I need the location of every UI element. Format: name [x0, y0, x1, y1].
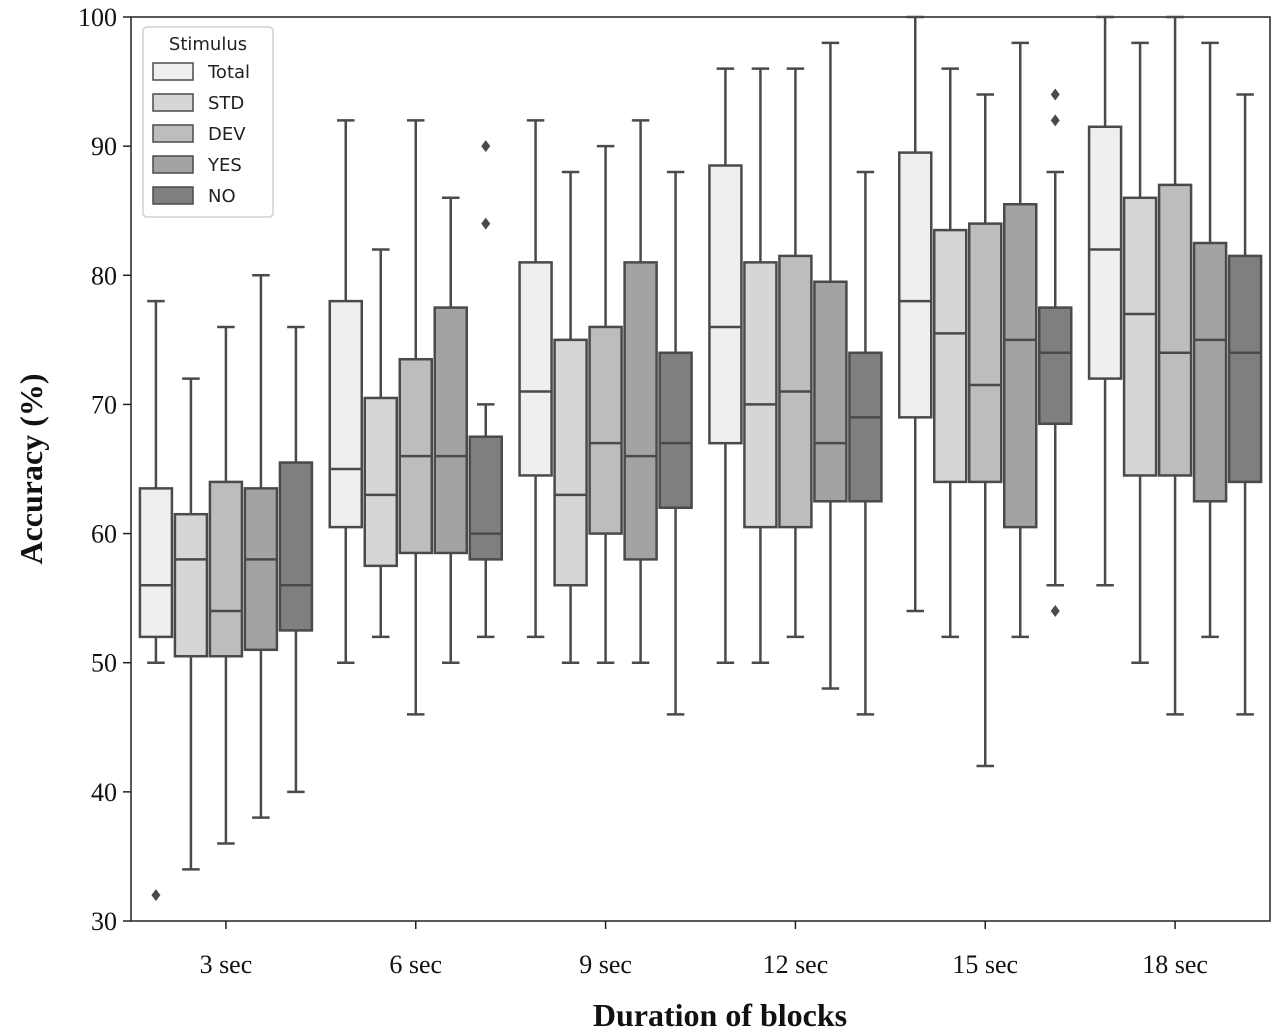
box-iqr [658, 351, 693, 509]
box-dev-6 [1157, 15, 1193, 716]
legend: Stimulus Total STD DEV YES NO [142, 26, 274, 218]
y-tick-label: 90 [91, 132, 117, 161]
box-iqr [1122, 196, 1158, 477]
legend-label: YES [207, 155, 242, 176]
box-iqr [933, 228, 968, 484]
box-no-2 [468, 140, 503, 639]
y-tick-label: 60 [91, 520, 117, 549]
box-yes-1 [243, 274, 279, 819]
box-no-3 [658, 170, 693, 716]
legend-label: DEV [208, 124, 246, 145]
legend-label: NO [208, 186, 236, 207]
box-iqr [1087, 125, 1123, 380]
x-axis: 3 sec 6 sec 9 sec 12 sec 15 sec 18 sec [200, 921, 1208, 979]
box-yes-4 [813, 41, 848, 690]
y-axis-title: Accuracy (%) [13, 373, 49, 564]
box-iqr [968, 222, 1003, 484]
y-tick-label: 40 [91, 778, 117, 807]
box-iqr [208, 480, 244, 658]
box-iqr [708, 164, 743, 445]
box-total-3 [518, 119, 553, 639]
legend-swatch [152, 186, 194, 205]
box-no-5 [1038, 88, 1073, 618]
box-std-1 [173, 377, 209, 871]
box-no-6 [1227, 93, 1263, 716]
box-iqr [433, 306, 468, 555]
x-tick-label: 15 sec [952, 950, 1018, 979]
box-iqr [623, 261, 658, 561]
box-std-3 [553, 170, 588, 664]
box-iqr [243, 487, 279, 652]
y-tick-label: 50 [91, 649, 117, 678]
box-iqr [173, 512, 209, 658]
box-yes-6 [1192, 41, 1228, 639]
box-no-1 [278, 325, 314, 794]
legend-label: Total [207, 62, 250, 83]
legend-swatch [152, 62, 194, 81]
box-dev-2 [398, 119, 433, 716]
legend-swatch [152, 93, 194, 112]
outlier-point [1050, 88, 1060, 101]
box-dev-5 [968, 93, 1003, 768]
box-iqr [138, 487, 174, 639]
box-iqr [468, 435, 503, 561]
box-total-2 [328, 119, 363, 664]
box-iqr [553, 338, 588, 587]
box-iqr [1192, 241, 1228, 503]
boxes-layer [138, 15, 1263, 902]
x-tick-label: 6 sec [389, 950, 442, 979]
outlier-point [151, 889, 161, 902]
box-yes-5 [1003, 41, 1038, 639]
x-tick-label: 3 sec [200, 950, 253, 979]
outlier-point [1050, 605, 1060, 618]
x-tick-label: 12 sec [763, 950, 829, 979]
legend-label: STD [208, 93, 244, 114]
legend-swatch [152, 155, 194, 174]
box-total-5 [898, 15, 933, 613]
y-axis: 30 40 50 60 70 80 90 100 [78, 3, 131, 936]
y-tick-label: 80 [91, 261, 117, 290]
box-iqr [588, 325, 623, 535]
box-total-4 [708, 67, 743, 664]
box-yes-3 [623, 119, 658, 664]
box-iqr [1003, 203, 1038, 529]
box-total-6 [1087, 15, 1123, 587]
box-iqr [848, 351, 883, 503]
x-axis-title: Duration of blocks [593, 997, 847, 1033]
box-iqr [363, 396, 398, 568]
legend-title: Stimulus [169, 34, 247, 55]
box-iqr [1157, 183, 1193, 477]
box-iqr [898, 151, 933, 419]
box-iqr [1038, 306, 1073, 426]
outlier-point [481, 140, 491, 153]
box-std-5 [933, 67, 968, 639]
box-no-4 [848, 170, 883, 716]
box-total-1 [138, 299, 174, 902]
box-std-2 [363, 248, 398, 639]
box-iqr [278, 461, 314, 632]
box-std-6 [1122, 41, 1158, 664]
legend-swatch [152, 124, 194, 143]
outlier-point [481, 217, 491, 230]
box-yes-2 [433, 196, 468, 664]
box-dev-3 [588, 144, 623, 664]
box-dev-1 [208, 325, 244, 845]
outlier-point [1050, 114, 1060, 127]
box-std-4 [743, 67, 778, 664]
box-iqr [743, 261, 778, 529]
legend-items: Total STD DEV YES NO [152, 62, 250, 207]
y-tick-label: 100 [78, 3, 117, 32]
box-iqr [518, 261, 553, 477]
box-iqr [1227, 254, 1263, 484]
box-iqr [328, 299, 363, 529]
box-dev-4 [778, 67, 813, 639]
y-tick-label: 70 [91, 390, 117, 419]
x-tick-label: 9 sec [579, 950, 632, 979]
y-tick-label: 30 [91, 907, 117, 936]
plot-area [130, 16, 1271, 922]
box-iqr [813, 280, 848, 503]
x-tick-label: 18 sec [1142, 950, 1208, 979]
